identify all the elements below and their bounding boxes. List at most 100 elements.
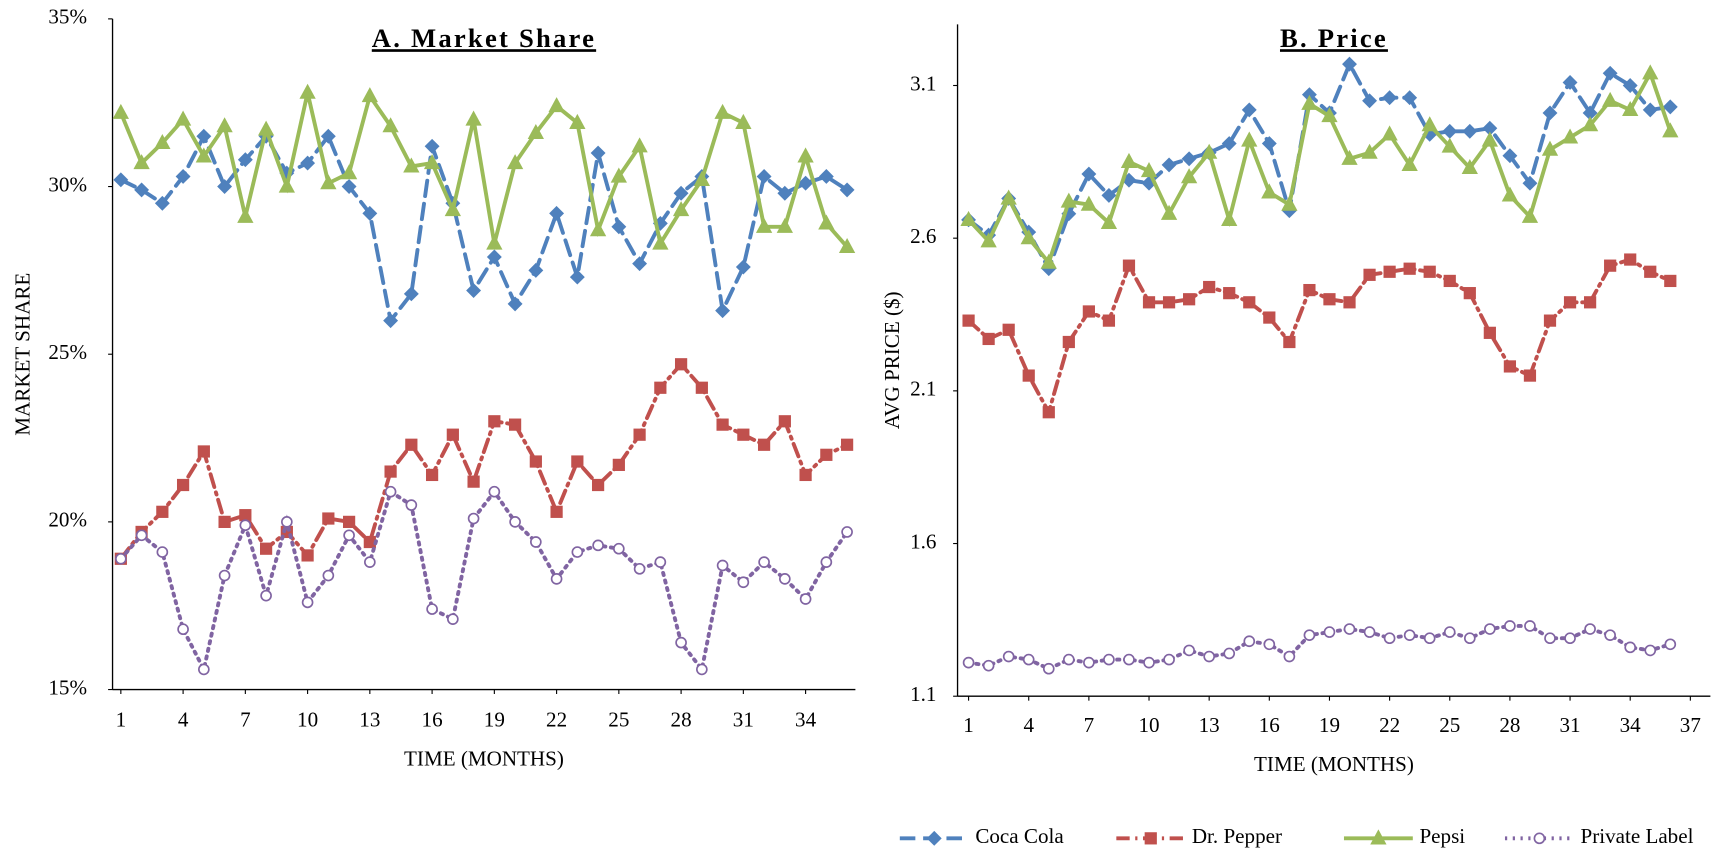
marker	[257, 120, 275, 136]
marker	[1664, 638, 1677, 651]
marker	[383, 313, 399, 329]
marker	[1481, 131, 1499, 147]
marker	[799, 468, 812, 482]
marker	[1503, 360, 1517, 373]
marker	[1403, 262, 1416, 275]
marker	[1461, 159, 1478, 175]
marker	[1321, 107, 1338, 123]
marker	[320, 174, 337, 190]
marker	[447, 613, 459, 625]
marker	[1060, 192, 1077, 208]
x-tick-label: 16	[1259, 713, 1280, 737]
marker	[571, 455, 584, 468]
series-line	[118, 91, 850, 249]
marker	[1241, 102, 1257, 118]
marker	[343, 529, 355, 542]
y-tick-label: 3.1	[910, 71, 936, 95]
legend-entry: Pepsi	[1343, 824, 1465, 848]
marker	[384, 485, 397, 498]
marker	[1323, 626, 1336, 638]
marker	[322, 569, 335, 582]
marker	[1523, 369, 1537, 382]
legend-marker	[926, 830, 942, 846]
marker	[1662, 99, 1678, 115]
marker	[1624, 641, 1637, 654]
marker	[1120, 152, 1138, 168]
marker	[550, 573, 563, 585]
x-tick-label: 28	[671, 708, 692, 732]
marker	[1162, 296, 1176, 309]
marker	[1563, 296, 1577, 309]
marker	[488, 415, 501, 428]
marker	[1522, 175, 1538, 191]
marker	[237, 207, 254, 223]
marker	[982, 332, 995, 346]
marker	[1501, 186, 1519, 202]
marker	[299, 83, 316, 99]
marker	[797, 147, 814, 163]
marker	[1581, 116, 1599, 132]
marker	[756, 169, 772, 184]
marker	[1323, 293, 1336, 306]
marker	[1163, 653, 1175, 666]
marker	[693, 170, 710, 186]
marker	[714, 103, 731, 119]
marker	[1423, 265, 1436, 278]
marker	[1263, 311, 1276, 324]
marker	[1584, 623, 1596, 635]
marker	[818, 214, 835, 230]
marker	[135, 529, 148, 542]
marker	[839, 182, 855, 198]
marker	[301, 596, 314, 609]
y-tick-label: 1.1	[910, 682, 936, 706]
marker	[1342, 56, 1357, 72]
marker	[1541, 140, 1559, 156]
marker	[361, 87, 378, 103]
marker	[1183, 293, 1196, 306]
marker	[300, 155, 316, 171]
marker	[611, 219, 627, 235]
marker	[506, 154, 524, 170]
marker	[838, 237, 856, 254]
marker	[1082, 305, 1095, 318]
x-tick-label: 28	[1499, 713, 1520, 737]
marker	[962, 314, 975, 327]
marker	[1143, 656, 1155, 669]
marker	[1401, 155, 1418, 171]
marker	[777, 185, 793, 201]
x-tick-label: 25	[1439, 713, 1460, 737]
marker	[382, 117, 399, 133]
marker	[1361, 143, 1378, 159]
chart-title: A. Market Share	[372, 23, 596, 53]
series	[112, 83, 856, 254]
marker	[1042, 662, 1055, 675]
legend-marker	[1533, 832, 1546, 845]
marker	[154, 195, 170, 211]
marker	[1441, 137, 1458, 153]
marker	[425, 468, 439, 482]
marker	[1100, 213, 1118, 230]
marker	[405, 499, 418, 511]
marker	[1201, 143, 1218, 159]
marker	[115, 552, 127, 565]
marker	[444, 201, 461, 217]
marker	[466, 283, 482, 298]
marker	[528, 262, 544, 278]
legend-marker	[1144, 832, 1157, 845]
marker	[1421, 116, 1438, 132]
marker	[363, 535, 376, 549]
marker	[1542, 105, 1558, 121]
marker	[1002, 323, 1015, 336]
marker	[426, 603, 438, 615]
x-tick-label: 13	[1199, 713, 1220, 737]
marker	[509, 516, 521, 528]
x-tick-label: 19	[484, 708, 505, 732]
marker	[1022, 653, 1035, 666]
marker	[1203, 280, 1216, 294]
x-tick-label: 1	[963, 713, 974, 737]
marker	[1463, 287, 1476, 300]
y-tick-label: 30%	[48, 172, 87, 196]
marker	[778, 415, 791, 428]
marker	[446, 428, 459, 441]
chart-title: B. Price	[1280, 23, 1388, 53]
